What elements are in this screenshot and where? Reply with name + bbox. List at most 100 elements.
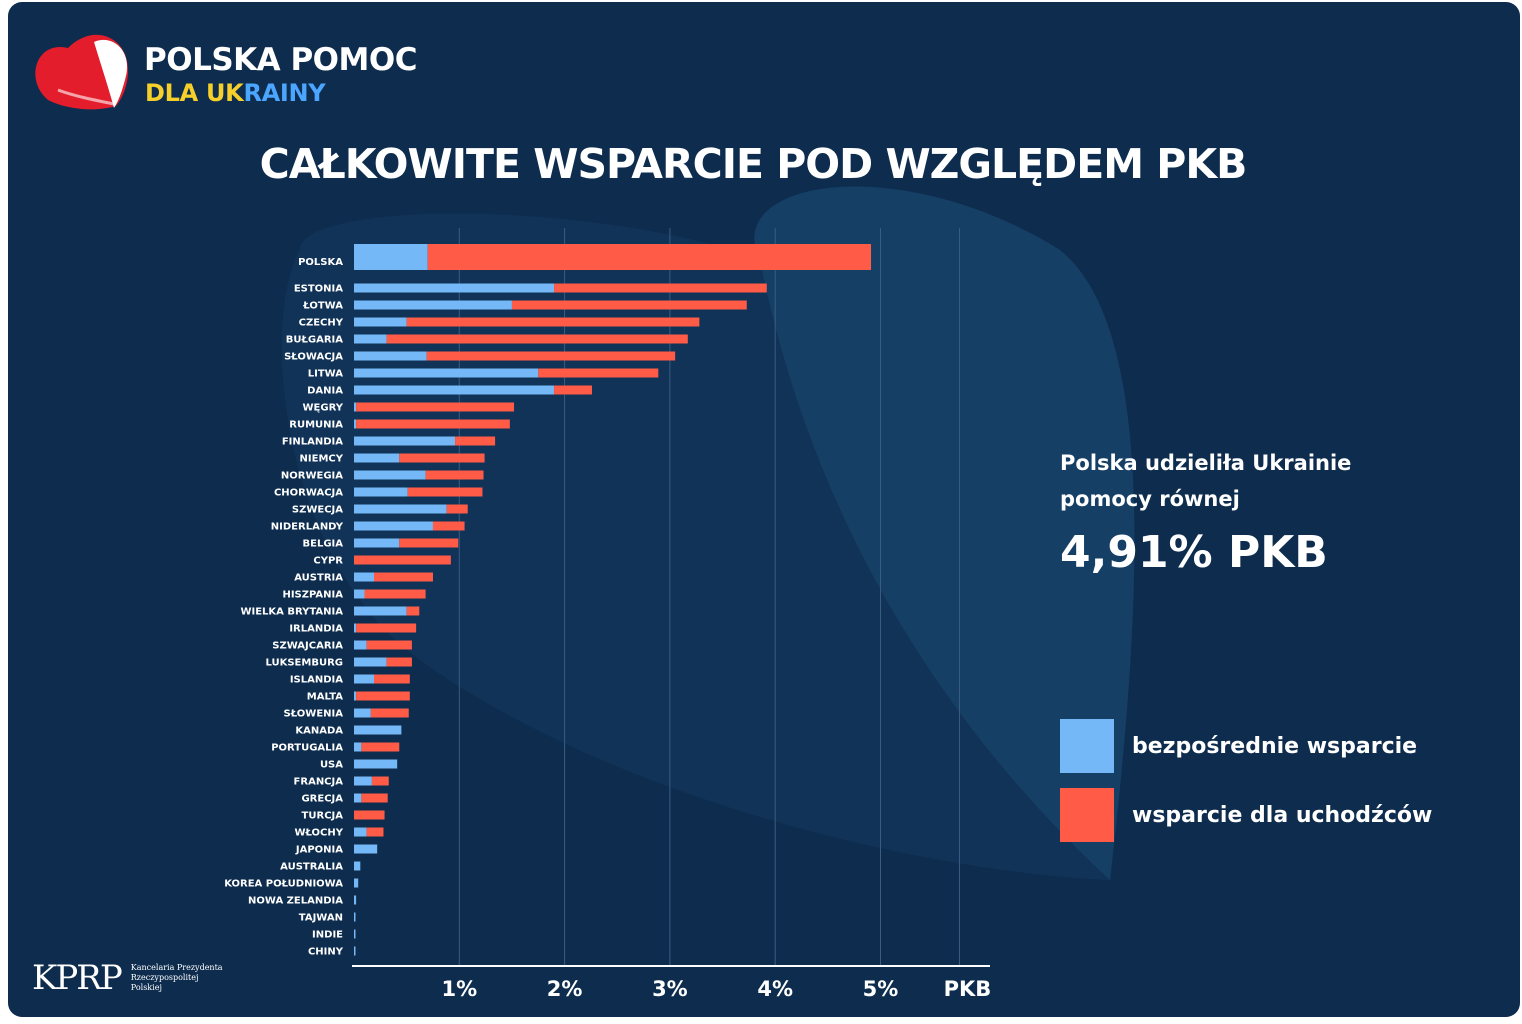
bar-direct [354,385,555,395]
category-label: LUKSEMBURG [265,658,343,669]
category-label: KANADA [295,726,343,737]
legend-label-direct: bezpośrednie wsparcie [1132,733,1418,759]
kprp-org-name: Kancelaria Prezydenta Rzeczypospolitej P… [130,963,223,992]
bar-direct [354,504,447,514]
x-tick-label: 3% [652,977,688,1001]
bar-direct [354,334,387,344]
bar-refugee [366,640,412,650]
brand-subtitle-part2: RAINY [243,79,326,107]
kprp-logo-text: KPRP [32,958,123,998]
category-label: CHINY [308,947,344,958]
annotation-value: 4,91% PKB [1060,527,1328,578]
category-label: SŁOWENIA [284,709,344,720]
bar-refugee [425,470,484,480]
bar-direct [354,300,512,310]
category-label: WŁOCHY [294,828,343,839]
category-label: NIDERLANDY [271,522,344,533]
category-label: AUSTRIA [294,573,343,584]
category-label: KOREA POŁUDNIOWA [224,879,343,890]
bar-refugee [356,419,510,429]
x-tick-label: 5% [863,977,899,1001]
bar-refugee [371,776,389,786]
category-labels: POLSKA ESTONIA ŁOTWA CZECHY BUŁGARIA SŁOWACJA… [224,257,344,958]
annotation-line-2: pomocy równej [1060,487,1240,511]
bar-refugee [354,555,451,565]
bar-refugee [361,742,400,752]
bar-refugee [554,385,592,395]
heart-logo-icon [35,34,129,110]
category-label: WĘGRY [303,403,344,414]
category-label: FRANCJA [294,777,344,788]
bar-refugee [426,351,676,361]
category-label: JAPONIA [295,845,343,856]
summary-annotation: Polska udzieliła Ukrainie pomocy równej … [1060,445,1351,578]
category-label: AUSTRALIA [280,862,343,873]
bar-direct [354,436,456,446]
bar-refugee [356,623,417,633]
x-axis-ticks: 1% 2% 3% 4% 5% PKB [441,977,991,1001]
bar-direct [354,606,407,616]
bar-refugee [399,453,485,463]
bar-refugee [554,283,767,293]
category-label: BUŁGARIA [286,335,344,346]
category-label: MALTA [307,692,343,703]
bar-direct [354,946,356,956]
category-label: RUMUNIA [289,420,343,431]
category-label: ESTONIA [294,284,343,295]
bar-refugee [374,572,433,582]
category-label: LITWA [308,369,343,380]
bar-direct [354,861,361,871]
bar-direct [354,244,428,270]
bar-refugee [455,436,496,446]
brand-subtitle-part1: DLA UK [145,79,244,107]
category-label: CZECHY [299,318,344,329]
category-label: INDIE [312,930,343,941]
bar-direct [354,351,427,361]
category-label: SŁOWACJA [284,352,343,363]
bar-direct [354,742,362,752]
kprp-logo: KPRP Kancelaria Prezydenta Rzeczypospoli… [32,958,231,998]
category-label: ISLANDIA [290,675,343,686]
legend-swatch-refugee [1060,788,1114,842]
bar-refugee [446,504,468,514]
bar-refugee [361,793,388,803]
bar-direct [354,572,375,582]
x-tick-label: 2% [547,977,583,1001]
bar-direct [354,776,372,786]
bar-refugee [399,538,459,548]
brand-subtitle: DLA UKRAINY [145,79,326,107]
category-label: CYPR [313,556,343,567]
category-label: CHORWACJA [274,488,343,499]
bar-direct [354,912,356,922]
category-label: BELGIA [303,539,344,550]
category-label: IRLANDIA [289,624,343,635]
bar-direct [354,725,402,735]
brand-title: POLSKA POMOC [144,42,418,78]
category-label: TURCJA [302,811,344,822]
bar-refugee [427,244,872,270]
bar-direct [354,708,371,718]
bar-refugee [370,708,409,718]
bar-refugee [511,300,747,310]
x-tick-label: 1% [441,977,477,1001]
bar-direct [354,589,365,599]
chart-title: CAŁKOWITE WSPARCIE POD WZGLĘDEM PKB [259,140,1248,188]
grid-lines [458,228,960,966]
category-label: DANIA [307,386,343,397]
legend-item-refugee: wsparcie dla uchodźców [1060,788,1432,842]
bar-direct [354,419,357,429]
bar-direct [354,640,367,650]
bar-direct [354,283,555,293]
legend-label-refugee: wsparcie dla uchodźców [1132,802,1433,828]
category-label: ŁOTWA [302,301,343,312]
bar-direct [354,453,400,463]
bar-refugee [356,691,410,701]
bar-direct [354,657,387,667]
bar-direct [354,674,375,684]
category-label: NIEMCY [300,454,344,465]
bar-direct [354,878,359,888]
category-label: NOWA ZELANDIA [248,896,343,907]
bar-refugee [356,402,515,412]
category-label: POLSKA [298,257,343,268]
